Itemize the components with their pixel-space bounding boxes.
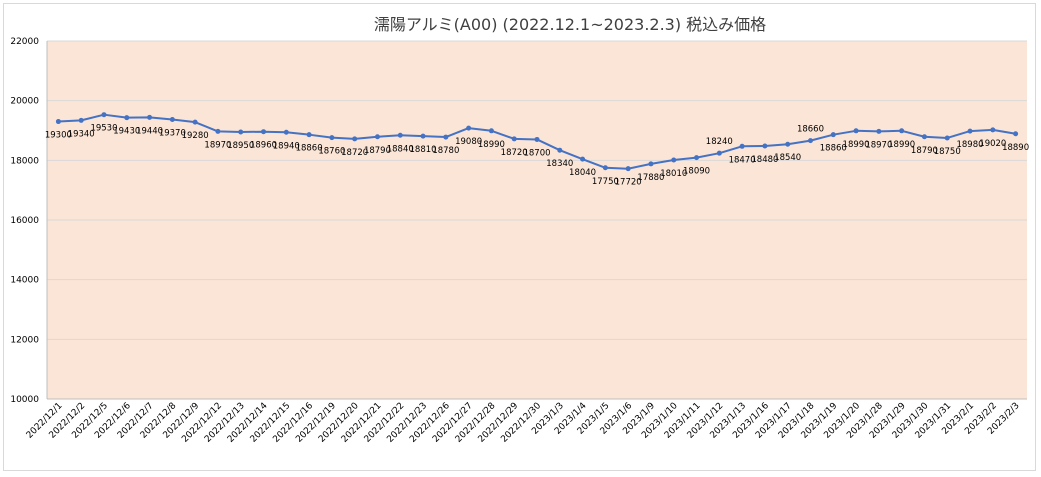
data-point <box>921 134 927 140</box>
data-point <box>694 155 700 161</box>
data-label: 19430 <box>113 127 140 137</box>
data-label: 18790 <box>911 146 938 156</box>
data-label: 18340 <box>546 159 573 169</box>
data-point <box>101 112 107 118</box>
data-label: 18990 <box>478 140 505 150</box>
data-point <box>648 161 654 167</box>
data-label: 18240 <box>706 137 733 147</box>
data-label: 18040 <box>569 168 596 178</box>
data-point <box>762 143 768 149</box>
data-point <box>625 166 631 172</box>
data-label: 17750 <box>592 177 619 187</box>
y-tick-label: 10000 <box>10 395 39 405</box>
data-point <box>830 132 836 138</box>
data-point <box>785 141 791 147</box>
data-label: 18720 <box>501 148 528 158</box>
data-point <box>671 157 677 163</box>
data-label: 18970 <box>865 140 892 150</box>
data-point <box>807 138 813 144</box>
data-point <box>329 135 335 141</box>
data-label: 18010 <box>660 169 687 179</box>
data-point <box>534 136 540 142</box>
data-point <box>352 136 358 142</box>
data-point <box>511 136 517 142</box>
data-label: 18790 <box>364 146 391 156</box>
data-point <box>944 135 950 141</box>
data-label: 18970 <box>204 140 231 150</box>
data-point <box>580 156 586 162</box>
data-label: 18760 <box>318 147 345 157</box>
data-label: 18990 <box>843 140 870 150</box>
data-label: 18980 <box>956 140 983 150</box>
data-point <box>306 132 312 138</box>
data-label: 19280 <box>182 131 209 141</box>
data-label: 18700 <box>523 148 550 158</box>
data-label: 18860 <box>296 144 323 154</box>
data-label: 19340 <box>68 129 95 139</box>
data-point <box>420 133 426 139</box>
data-point <box>488 128 494 134</box>
data-label: 18950 <box>227 141 254 151</box>
data-point <box>397 132 403 138</box>
data-label: 18960 <box>250 141 277 151</box>
data-point <box>967 128 973 134</box>
data-label: 18540 <box>774 153 801 163</box>
data-point <box>602 165 608 171</box>
data-point <box>374 134 380 140</box>
data-label: 19300 <box>45 131 72 141</box>
data-point <box>169 116 175 122</box>
y-tick-label: 14000 <box>10 276 39 286</box>
data-point <box>215 128 221 134</box>
data-point <box>124 115 130 121</box>
data-label: 18780 <box>432 146 459 156</box>
data-point <box>899 128 905 134</box>
data-label: 18470 <box>729 155 756 165</box>
data-point <box>261 129 267 135</box>
data-label: 19530 <box>90 124 117 134</box>
data-label: 17720 <box>615 178 642 188</box>
data-point <box>466 125 472 131</box>
y-tick-label: 16000 <box>10 216 39 226</box>
data-point <box>853 128 859 134</box>
data-point <box>55 119 61 125</box>
data-label: 19080 <box>455 137 482 147</box>
data-point <box>192 119 198 125</box>
data-label: 18940 <box>273 141 300 151</box>
data-point <box>147 114 153 120</box>
data-point <box>443 134 449 140</box>
y-tick-label: 12000 <box>10 335 39 345</box>
data-label: 19440 <box>136 126 163 136</box>
data-label: 18840 <box>387 144 414 154</box>
data-point <box>557 147 563 153</box>
data-point <box>876 128 882 134</box>
y-tick-label: 22000 <box>10 37 39 47</box>
chart-title: 濡陽アルミ(A00) (2022.12.1~2023.2.3) 税込み価格 <box>374 15 766 34</box>
data-label: 18750 <box>934 147 961 157</box>
data-label: 17880 <box>637 173 664 183</box>
data-point <box>739 143 745 149</box>
data-label: 18890 <box>1002 143 1029 153</box>
data-point <box>990 127 996 133</box>
data-point <box>78 117 84 123</box>
data-label: 18860 <box>820 144 847 154</box>
data-label: 19370 <box>159 128 186 138</box>
data-label: 19020 <box>979 139 1006 149</box>
data-label: 18660 <box>797 125 824 135</box>
data-label: 18810 <box>410 145 437 155</box>
data-point <box>283 129 289 135</box>
data-label: 18480 <box>751 155 778 165</box>
y-tick-label: 20000 <box>10 97 39 107</box>
data-point <box>238 129 244 135</box>
data-point <box>1013 131 1019 137</box>
data-label: 18090 <box>683 167 710 177</box>
data-label: 18990 <box>888 140 915 150</box>
y-tick-label: 18000 <box>10 156 39 166</box>
data-point <box>716 150 722 156</box>
data-label: 18720 <box>341 148 368 158</box>
